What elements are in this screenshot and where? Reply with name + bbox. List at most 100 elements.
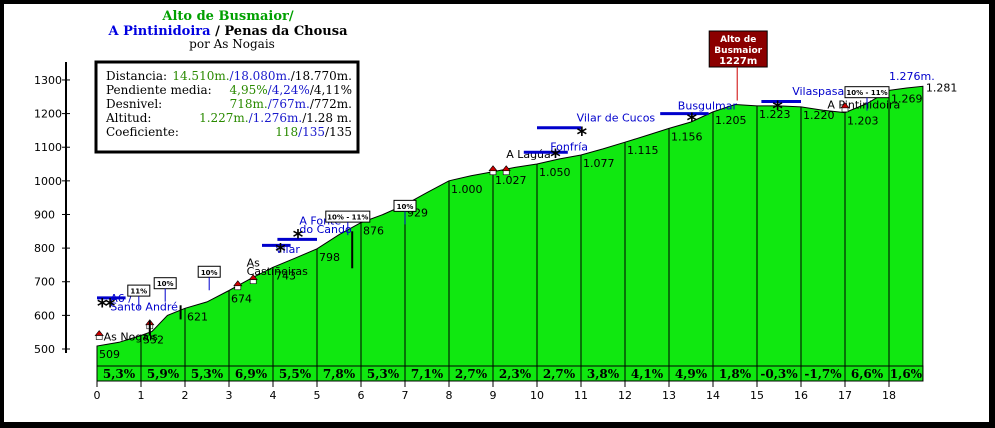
village-house-icon (94, 330, 104, 336)
elevation-label: 1.220 (803, 109, 835, 122)
place-label: Castiñeiras (247, 265, 309, 278)
elevation-label: 743 (275, 269, 296, 282)
village-house-icon (488, 165, 498, 172)
x-tick-label-1: 1 (138, 389, 145, 402)
elevation-label: 552 (143, 334, 164, 347)
gradient-label: 6,6% (851, 367, 884, 381)
stat-value-0: 718m. (230, 97, 268, 111)
grade-tag-label: 10% - 11% (846, 89, 887, 97)
waypoint-asterisk-icon: * (97, 294, 108, 318)
stat-label: Altitud: (105, 111, 151, 125)
waypoint-asterisk-icon: * (772, 97, 783, 121)
x-tick-label-10: 10 (530, 389, 544, 402)
y-tick-label-1300: 1300 (34, 74, 62, 87)
waypoint-asterisk-icon: * (105, 294, 116, 318)
place-label: As Nogais (104, 331, 158, 344)
stat-value-0: 118 (275, 125, 298, 139)
stat-value-1: /18.080m. (230, 69, 291, 83)
stat-value-2: /1.28 m. (302, 111, 352, 125)
stat-values: 14.510m./18.080m./18.770m. (172, 69, 352, 83)
stat-label: Coeficiente: (106, 125, 179, 139)
gradient-label: 5,3% (191, 367, 224, 381)
gradient-label: 5,3% (367, 367, 400, 381)
profile-area (96, 85, 924, 382)
elevation-label: 1.077 (583, 157, 615, 170)
stat-values: 1.227m./1.276m./1.28 m. (199, 111, 352, 125)
x-tick-label-13: 13 (662, 389, 676, 402)
elevation-label: 1.269 (891, 92, 923, 105)
gradient-label: 5,5% (279, 367, 312, 381)
y-tick-label-1200: 1200 (34, 108, 62, 121)
place-label: As (247, 257, 261, 270)
x-tick-label-17: 17 (838, 389, 852, 402)
x-tick-label-6: 6 (358, 389, 365, 402)
title-place-b: / Penas da Chousa (211, 24, 348, 39)
stat-value-1: /135 (298, 125, 325, 139)
stat-label: Desnivel: (106, 97, 162, 111)
gradient-label: -0,3% (760, 367, 798, 381)
stat-value-2: /18.770m. (291, 69, 352, 83)
x-tick-label-3: 3 (226, 389, 233, 402)
village-house-icon (502, 170, 510, 176)
gradient-band (96, 365, 924, 382)
summit-label: Busmaior (714, 46, 762, 56)
gradient-label: 3,8% (587, 367, 620, 381)
summit-label: Alto de (720, 35, 756, 45)
author-label: por As Nogais (189, 37, 275, 51)
stat-value-2: /772m. (310, 97, 352, 111)
stat-label: Pendiente media: (106, 83, 212, 97)
place-label: 1.276m. (889, 70, 935, 83)
stats-box (94, 60, 360, 154)
grade-tag-label: 10% - 11% (327, 214, 368, 222)
elevation-label: 621 (187, 310, 208, 323)
gradient-label: -1,7% (804, 367, 842, 381)
stat-values: 4,95%/4,24%/4,11% (230, 83, 352, 97)
summit-label: 1227m (719, 56, 757, 67)
y-tick-label-1000: 1000 (34, 175, 62, 188)
x-tick-label-9: 9 (490, 389, 497, 402)
stat-value-1: /4,24% (268, 83, 310, 97)
stat-value-0: 14.510m. (172, 69, 229, 83)
elevation-label: 1.050 (539, 166, 571, 179)
summit-box (708, 30, 768, 68)
x-tick-label-4: 4 (270, 389, 277, 402)
gradient-label: 7,1% (411, 367, 444, 381)
title-line-1: Alto de Busmaior/ (161, 9, 294, 24)
place-label: Santo André (110, 300, 178, 313)
y-tick-label-1100: 1100 (34, 141, 62, 154)
place-label: A Lagúa (506, 148, 551, 161)
stat-values: 718m./767m./772m. (230, 97, 352, 111)
gradient-label: 5,3% (103, 367, 136, 381)
waypoint-asterisk-icon: * (275, 239, 286, 263)
stat-label: Distancia: (106, 69, 167, 83)
x-tick-label-11: 11 (574, 389, 588, 402)
grade-tag-label: 10% (201, 269, 218, 277)
x-tick-label-2: 2 (182, 389, 189, 402)
gradient-label: 2,7% (543, 367, 576, 381)
stat-value-2: /4,11% (310, 83, 352, 97)
gradient-label: 1,8% (719, 367, 752, 381)
place-label: Fonfría (550, 141, 588, 154)
place-label: A Pintinidoira (827, 99, 900, 112)
title-line-2: A Pintinidoira / Penas da Chousa (107, 24, 348, 39)
x-tick-label-7: 7 (402, 389, 409, 402)
elevation-label: 1.203 (847, 115, 879, 128)
elevation-label: 509 (99, 348, 120, 361)
x-tick-label-14: 14 (706, 389, 720, 402)
elevation-label: 1.115 (627, 144, 659, 157)
waypoint-asterisk-icon: * (293, 225, 304, 249)
village-house-icon (249, 279, 257, 285)
x-tick-label-0: 0 (94, 389, 101, 402)
village-house-icon (233, 280, 243, 287)
grade-tag-label: 10% (397, 203, 414, 211)
title-place-a: A Pintinidoira (107, 24, 211, 39)
waypoint-asterisk-icon: * (550, 144, 561, 168)
gradient-label: 4,9% (675, 367, 708, 381)
elevation-label: 876 (363, 225, 384, 238)
x-tick-label-8: 8 (446, 389, 453, 402)
x-tick-label-16: 16 (794, 389, 808, 402)
y-tick-label-800: 800 (34, 242, 55, 255)
place-label: Vilar de Cucos (577, 112, 656, 125)
